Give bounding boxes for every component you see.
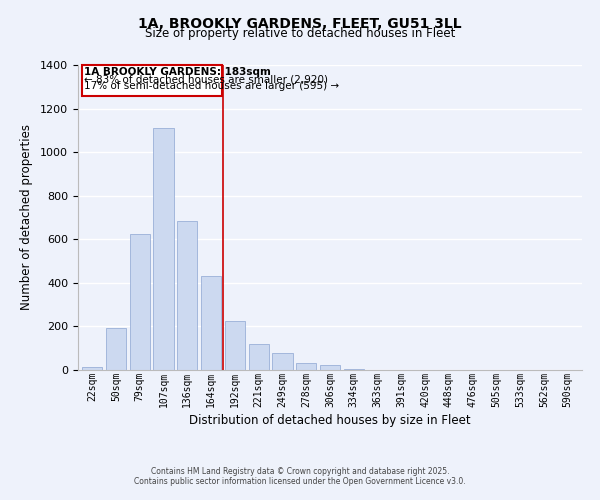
Bar	[177, 221, 197, 370]
X-axis label: Distribution of detached houses by size in Fleet: Distribution of detached houses by size …	[189, 414, 471, 426]
Bar	[296, 364, 316, 370]
Text: Contains HM Land Registry data © Crown copyright and database right 2025.: Contains HM Land Registry data © Crown c…	[151, 467, 449, 476]
Text: 17% of semi-detached houses are larger (595) →: 17% of semi-detached houses are larger (…	[84, 81, 339, 91]
Text: Size of property relative to detached houses in Fleet: Size of property relative to detached ho…	[145, 28, 455, 40]
Text: ← 83% of detached houses are smaller (2,920): ← 83% of detached houses are smaller (2,…	[84, 74, 328, 84]
Bar	[320, 364, 340, 370]
Bar	[82, 366, 103, 370]
Bar	[154, 128, 173, 370]
Bar	[106, 328, 126, 370]
Text: Contains public sector information licensed under the Open Government Licence v3: Contains public sector information licen…	[134, 477, 466, 486]
Text: 1A BROOKLY GARDENS: 183sqm: 1A BROOKLY GARDENS: 183sqm	[84, 67, 271, 77]
Bar	[248, 344, 269, 370]
Bar	[130, 234, 150, 370]
Text: 1A, BROOKLY GARDENS, FLEET, GU51 3LL: 1A, BROOKLY GARDENS, FLEET, GU51 3LL	[138, 18, 462, 32]
FancyBboxPatch shape	[82, 65, 222, 96]
Bar	[344, 369, 364, 370]
Bar	[225, 321, 245, 370]
Bar	[272, 352, 293, 370]
Bar	[201, 276, 221, 370]
Y-axis label: Number of detached properties: Number of detached properties	[20, 124, 33, 310]
